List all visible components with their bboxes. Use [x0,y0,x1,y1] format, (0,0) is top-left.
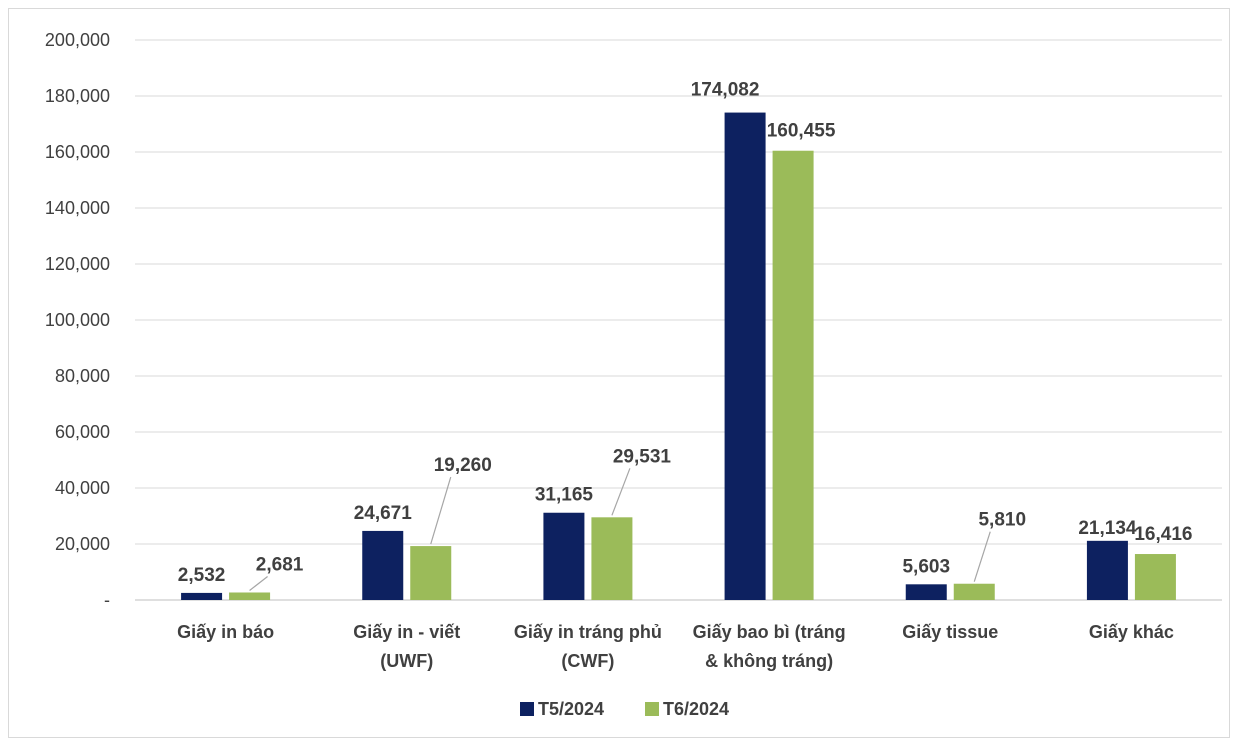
bar-T5-2024-5 [1086,540,1128,600]
x-category-label: (CWF) [561,651,614,671]
data-label: 2,532 [178,565,226,586]
data-label: 160,455 [767,121,836,142]
data-label: 5,810 [978,510,1026,531]
data-label-leader [973,531,991,582]
data-label-leader [249,576,268,591]
x-category-label: (UWF) [380,651,433,671]
data-label: 19,260 [434,455,492,476]
data-label: 2,681 [256,554,304,575]
legend-label: T5/2024 [538,699,604,719]
y-tick-label: 160,000 [45,142,110,162]
y-tick-label: 140,000 [45,198,110,218]
x-category-label: Giấy in tráng phủ [514,622,662,642]
bar-T5-2024-0 [181,592,223,600]
x-category-label: Giấy khác [1089,622,1174,642]
data-label: 31,165 [535,485,594,506]
legend-swatch [645,702,659,716]
y-tick-label: 40,000 [55,478,110,498]
x-category-label: & không tráng) [705,651,833,671]
y-tick-label: 200,000 [45,30,110,50]
bar-T6-2024-1 [410,546,452,600]
y-tick-label: 80,000 [55,366,110,386]
chart-frame [8,8,1230,738]
data-label: 5,603 [902,556,950,577]
data-label-leader [430,476,452,545]
bar-T5-2024-4 [905,584,947,600]
data-label: 21,134 [1078,518,1137,539]
y-tick-label: 180,000 [45,86,110,106]
y-tick-label: 60,000 [55,422,110,442]
x-category-label: Giấy in - viết [353,622,460,642]
y-tick-label: 120,000 [45,254,110,274]
data-label: 24,671 [354,503,413,524]
bar-T5-2024-2 [543,512,585,600]
y-tick-label: - [104,590,110,610]
legend-swatch [520,702,534,716]
bar-T6-2024-4 [953,583,995,600]
data-label-leader [611,468,631,516]
bar-T6-2024-2 [591,517,633,600]
legend-label: T6/2024 [663,699,729,719]
data-label: 174,082 [691,80,760,101]
y-tick-label: 20,000 [55,534,110,554]
bar-T5-2024-1 [362,530,404,600]
data-label: 16,416 [1134,524,1192,545]
data-label: 29,531 [613,446,672,467]
bar-T6-2024-0 [229,592,271,600]
x-category-label: Giấy in báo [177,622,274,642]
bar-T6-2024-5 [1134,554,1176,600]
x-category-label: Giấy tissue [902,622,998,642]
bar-T6-2024-3 [772,150,814,600]
x-category-label: Giấy bao bì (tráng [693,622,846,642]
bar-T5-2024-3 [724,112,766,600]
y-tick-label: 100,000 [45,310,110,330]
